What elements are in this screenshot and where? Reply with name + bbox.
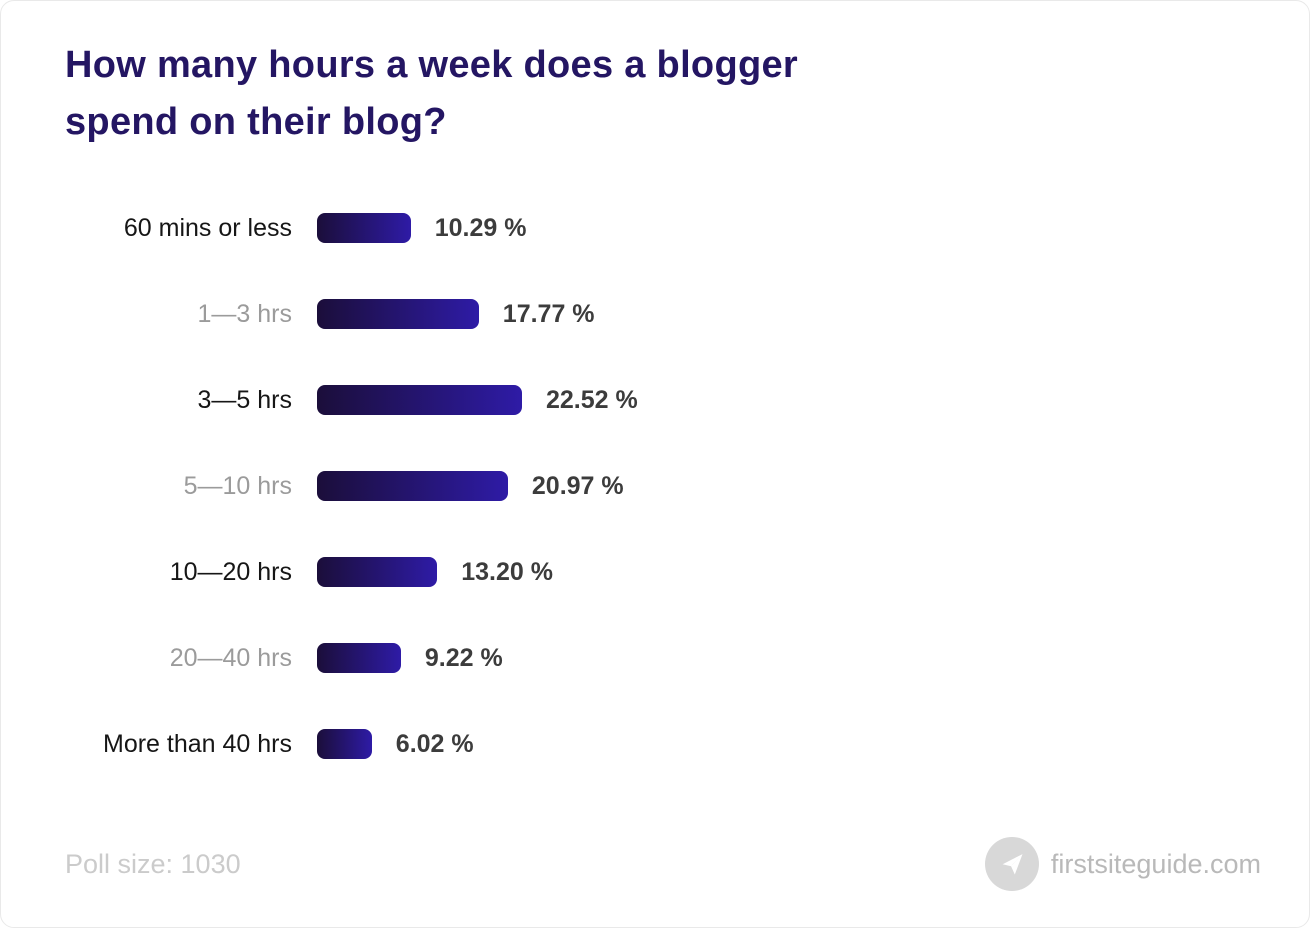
category-label: More than 40 hrs — [103, 729, 292, 758]
brand-text: firstsiteguide.com — [1050, 848, 1261, 879]
bar-row: 60 mins or less 10.29 % — [65, 213, 1309, 243]
footer: Poll size: 1030 firstsiteguide.com — [65, 837, 1261, 891]
bar-row: 5—10 hrs 20.97 % — [65, 471, 1309, 501]
value-label: 10.29 % — [434, 213, 527, 242]
bar — [317, 299, 479, 329]
category-label: 20—40 hrs — [169, 643, 292, 672]
value-label: 6.02 % — [395, 729, 474, 758]
bar — [317, 471, 508, 501]
category-label: 1—3 hrs — [197, 299, 292, 328]
poll-size-label: Poll size: 1030 — [65, 848, 241, 879]
bar-row: 1—3 hrs 17.77 % — [65, 299, 1309, 329]
category-label: 3—5 hrs — [197, 385, 292, 414]
brand: firstsiteguide.com — [984, 837, 1261, 891]
bar — [317, 643, 401, 673]
bar-row: 10—20 hrs 13.20 % — [65, 557, 1309, 587]
bar — [317, 213, 411, 243]
chart-title: How many hours a week does a blogger spe… — [65, 44, 798, 143]
bar-row: 20—40 hrs 9.22 % — [65, 643, 1309, 673]
value-label: 20.97 % — [531, 471, 624, 500]
value-label: 17.77 % — [502, 299, 595, 328]
value-label: 22.52 % — [546, 385, 638, 414]
paper-plane-icon — [984, 837, 1039, 891]
bar — [317, 557, 438, 587]
category-label: 60 mins or less — [123, 213, 292, 242]
bar — [317, 385, 522, 415]
bar — [317, 729, 372, 759]
value-label: 9.22 % — [424, 643, 503, 672]
bar-chart: 60 mins or less 10.29 % 1—3 hrs 17.77 % 3—5 … — [65, 213, 1309, 759]
bar-row: More than 40 hrs 6.02 % — [65, 729, 1309, 759]
value-label: 13.20 % — [461, 557, 553, 586]
category-label: 10—20 hrs — [169, 557, 292, 586]
category-label: 5—10 hrs — [183, 471, 292, 500]
bar-row: 3—5 hrs 22.52 % — [65, 385, 1309, 415]
